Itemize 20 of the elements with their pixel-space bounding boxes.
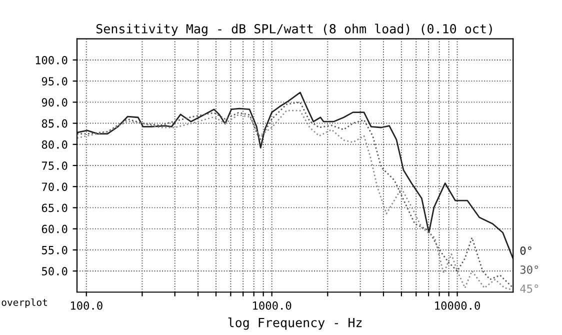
x-tick-label: 1000.0 bbox=[253, 301, 292, 310]
y-tick-label: 70.0 bbox=[42, 182, 68, 192]
text: overplot bbox=[2, 298, 47, 308]
x-tick-label: 100.0 bbox=[70, 301, 102, 310]
chart-title: Sensitivity Mag - dB SPL/watt (8 ohm load) (0.10 oct) bbox=[96, 24, 492, 36]
y-tick-label: 75.0 bbox=[42, 161, 68, 170]
y-tick-label: 90.0 bbox=[42, 98, 68, 107]
y-tick-label: 85.0 bbox=[42, 119, 68, 128]
y-tick-label: 100.0 bbox=[36, 56, 68, 64]
x-tick-label: 10000.0 bbox=[435, 301, 480, 310]
y-tick-label: 55.0 bbox=[42, 246, 68, 254]
y-tick-label: 65.0 bbox=[42, 204, 68, 212]
y-tick-label: 80.0 bbox=[42, 140, 68, 149]
series-label: 30° bbox=[520, 265, 538, 274]
y-tick-label: 50.0 bbox=[42, 267, 68, 276]
series-label: 0° bbox=[520, 246, 532, 255]
y-tick-label: 95.0 bbox=[42, 77, 68, 86]
y-tick-label: 60.0 bbox=[42, 224, 68, 234]
series-label: 45° bbox=[520, 284, 538, 293]
x-axis-title: log Frequency - Hz bbox=[228, 318, 362, 330]
